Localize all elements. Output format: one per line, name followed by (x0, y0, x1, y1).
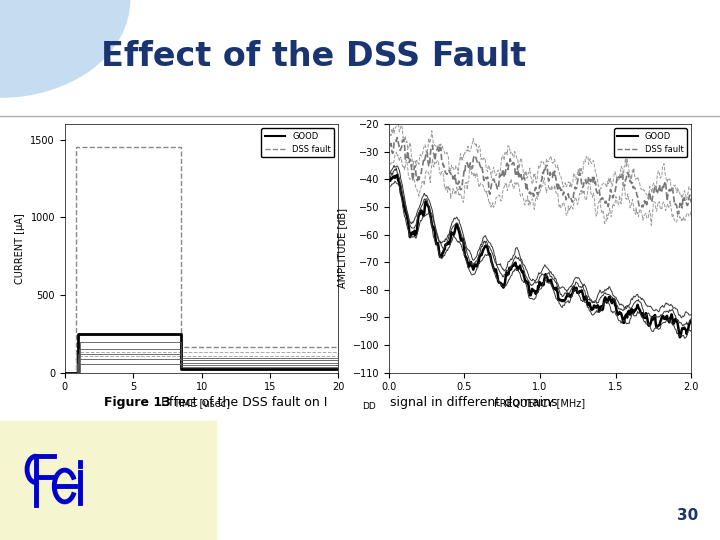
Line: GOOD: GOOD (65, 334, 338, 373)
Y-axis label: CURRENT [µA]: CURRENT [µA] (15, 213, 25, 284)
DSS fault (177, 344, 186, 350)
GOOD (74, 369, 83, 376)
X-axis label: TIME [usec]: TIME [usec] (173, 398, 230, 408)
Text: Effect of the DSS fault on I: Effect of the DSS fault on I (157, 396, 328, 409)
Text: 30: 30 (677, 508, 698, 523)
Legend: GOOD, DSS fault: GOOD, DSS fault (261, 129, 334, 157)
GOOD (60, 369, 69, 376)
Text: Effect of the DSS Fault: Effect of the DSS Fault (101, 40, 526, 73)
Legend: GOOD, DSS fault: GOOD, DSS fault (614, 129, 687, 157)
GOOD (334, 366, 343, 373)
Text: Figure 13: Figure 13 (104, 396, 171, 409)
GOOD (74, 330, 83, 337)
X-axis label: FREQUENCY [MHz]: FREQUENCY [MHz] (495, 398, 585, 408)
DSS fault (71, 369, 80, 376)
Line: DSS fault: DSS fault (65, 147, 338, 373)
GOOD (177, 330, 186, 337)
Text: signal in different domains: signal in different domains (386, 396, 557, 409)
GOOD (177, 366, 186, 373)
Y-axis label: AMPLITUDE [dB]: AMPLITUDE [dB] (337, 208, 347, 288)
FancyBboxPatch shape (0, 421, 216, 540)
DSS fault (60, 369, 69, 376)
Text: DD: DD (362, 402, 376, 411)
DSS fault (71, 144, 80, 151)
DSS fault (334, 344, 343, 350)
Circle shape (0, 0, 130, 97)
DSS fault (177, 144, 186, 151)
